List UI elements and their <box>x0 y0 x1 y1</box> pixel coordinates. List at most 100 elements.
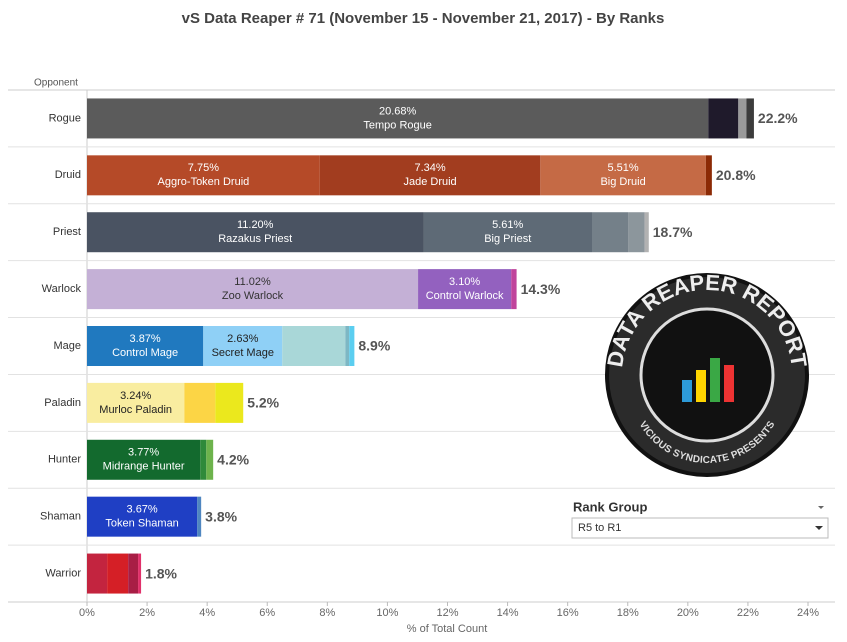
logo-bar <box>710 358 720 402</box>
chart-title: vS Data Reaper # 71 (November 15 - Novem… <box>182 10 665 27</box>
bar-segment <box>107 553 129 594</box>
x-tick-label: 0% <box>79 607 95 619</box>
x-tick-label: 20% <box>677 607 699 619</box>
bar-segment <box>184 382 216 423</box>
bar-segment <box>746 98 754 139</box>
bar-segment <box>423 212 593 253</box>
bar-segment <box>203 326 283 366</box>
x-axis-title: % of Total Count <box>407 623 488 635</box>
x-tick-label: 6% <box>259 607 275 619</box>
bar-segment <box>87 496 198 537</box>
segment-name-label: Zoo Warlock <box>222 290 284 302</box>
logo-bar <box>682 380 692 402</box>
bar-segment <box>87 212 424 253</box>
bar-segment <box>345 326 350 366</box>
segment-value-label: 3.24% <box>120 390 151 402</box>
bar-segment <box>738 98 747 139</box>
bar-segment <box>282 326 346 366</box>
segment-value-label: 3.77% <box>128 447 159 459</box>
segment-value-label: 20.68% <box>379 105 417 117</box>
x-tick-label: 18% <box>617 607 639 619</box>
bar-segment <box>200 439 207 480</box>
category-label: Shaman <box>40 511 81 523</box>
bar-segment <box>644 212 649 253</box>
logo: DATA REAPER REPORT VICIOUS SYNDICATE PRE… <box>602 270 812 477</box>
bar-segment <box>87 382 185 423</box>
y-axis-title: Opponent <box>34 78 78 89</box>
segment-name-label: Razakus Priest <box>218 233 292 245</box>
segment-name-label: Big Druid <box>600 176 645 188</box>
bar-segment <box>319 155 541 196</box>
segment-value-label: 11.02% <box>234 276 271 288</box>
segment-name-label: Control Warlock <box>426 290 504 302</box>
segment-name-label: Token Shaman <box>105 518 178 530</box>
filter-menu-icon[interactable] <box>818 506 824 509</box>
total-label: 18.7% <box>653 224 693 240</box>
bar-segment <box>708 98 739 139</box>
segment-name-label: Jade Druid <box>403 176 456 188</box>
bar-segment <box>540 155 706 196</box>
bar-segment <box>511 269 517 310</box>
segment-value-label: 3.10% <box>449 276 480 288</box>
total-label: 1.8% <box>145 565 177 581</box>
category-label: Druid <box>55 169 81 181</box>
bar-segment <box>87 326 204 366</box>
segment-name-label: Control Mage <box>112 347 178 359</box>
bar-segment <box>87 155 320 196</box>
x-tick-label: 16% <box>557 607 579 619</box>
bar-segment <box>87 553 108 594</box>
segment-name-label: Big Priest <box>484 233 531 245</box>
total-label: 5.2% <box>247 395 279 411</box>
bar-segment <box>349 326 355 366</box>
category-label: Rogue <box>49 112 81 124</box>
segment-name-label: Midrange Hunter <box>103 461 185 473</box>
x-tick-label: 4% <box>199 607 215 619</box>
logo-bar <box>724 365 734 402</box>
segment-value-label: 5.61% <box>492 219 523 231</box>
bar-segment <box>705 155 712 196</box>
x-tick-label: 24% <box>797 607 819 619</box>
logo-inner <box>639 307 775 443</box>
bar-segment <box>87 98 709 139</box>
bar-segment <box>138 553 142 594</box>
filter-title: Rank Group <box>573 499 647 514</box>
category-label: Hunter <box>48 454 81 466</box>
segment-value-label: 2.63% <box>227 333 258 345</box>
total-label: 8.9% <box>358 338 390 354</box>
bar-segment <box>628 212 645 253</box>
bar-segment <box>592 212 629 253</box>
total-label: 14.3% <box>521 281 561 297</box>
x-tick-label: 12% <box>436 607 458 619</box>
dropdown-box[interactable] <box>571 517 829 539</box>
x-tick-label: 2% <box>139 607 155 619</box>
segment-value-label: 7.75% <box>188 162 219 174</box>
bar-segment <box>197 496 202 537</box>
segment-value-label: 7.34% <box>414 162 445 174</box>
segment-value-label: 3.87% <box>130 333 161 345</box>
bar-segment <box>87 269 419 310</box>
bar-segment <box>128 553 139 594</box>
category-label: Priest <box>53 226 81 238</box>
total-label: 20.8% <box>716 167 756 183</box>
segment-value-label: 5.51% <box>607 162 638 174</box>
bar-segment <box>215 382 244 423</box>
total-label: 22.2% <box>758 110 798 126</box>
bar-segment <box>87 439 201 480</box>
dropdown-value[interactable]: R5 to R1 <box>578 522 621 534</box>
filter-dropdown[interactable]: R5 to R1 <box>571 517 829 539</box>
x-tick-label: 22% <box>737 607 759 619</box>
segment-name-label: Secret Mage <box>212 347 274 359</box>
x-tick-label: 14% <box>497 607 519 619</box>
category-label: Mage <box>53 340 81 352</box>
segment-name-label: Murloc Paladin <box>99 404 172 416</box>
segment-name-label: Aggro-Token Druid <box>158 176 250 188</box>
segment-value-label: 11.20% <box>237 219 274 231</box>
segment-value-label: 3.67% <box>127 504 158 516</box>
x-tick-label: 10% <box>376 607 398 619</box>
bar-segment <box>206 439 214 480</box>
dropdown-arrow[interactable] <box>815 526 823 530</box>
category-label: Warlock <box>42 283 82 295</box>
category-label: Paladin <box>44 397 81 409</box>
category-label: Warrior <box>45 567 81 579</box>
